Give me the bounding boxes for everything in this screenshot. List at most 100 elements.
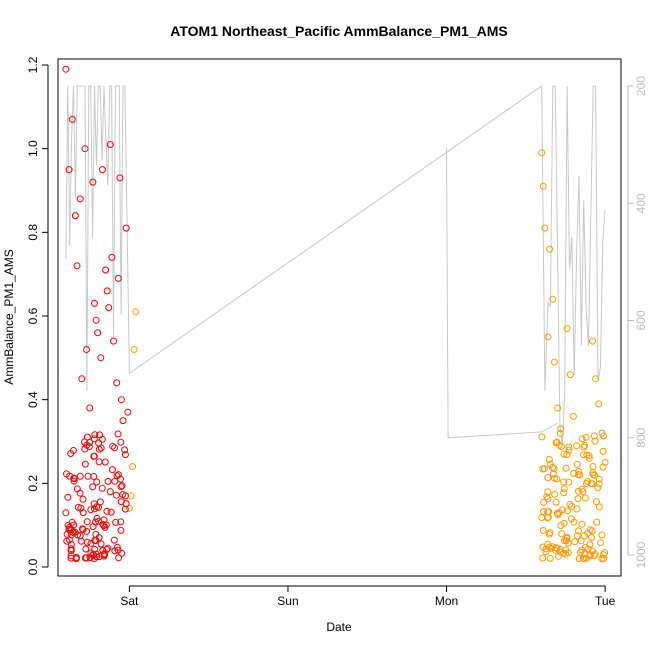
data-point-flight-1 bbox=[98, 166, 106, 174]
x-tick-label: Tue bbox=[595, 594, 616, 608]
data-point-flight-2 bbox=[556, 429, 564, 437]
data-point-flight-1 bbox=[117, 526, 125, 534]
data-point-flight-2 bbox=[132, 308, 140, 316]
data-point-flight-2 bbox=[558, 530, 566, 538]
data-point-flight-1 bbox=[89, 178, 97, 186]
data-point-flight-1 bbox=[105, 304, 113, 312]
data-point-flight-1 bbox=[95, 439, 103, 447]
data-point-flight-1 bbox=[97, 354, 105, 362]
data-point-flight-2 bbox=[574, 495, 582, 503]
data-point-flight-1 bbox=[84, 472, 92, 480]
data-point-flight-2 bbox=[562, 464, 570, 472]
data-point-flight-2 bbox=[594, 484, 602, 492]
data-point-flight-1 bbox=[90, 505, 98, 513]
data-point-flight-1 bbox=[117, 498, 125, 506]
data-point-flight-2 bbox=[545, 543, 553, 551]
data-point-flight-2 bbox=[571, 538, 579, 546]
data-point-flight-1 bbox=[102, 266, 110, 274]
data-point-flight-1 bbox=[117, 518, 125, 526]
data-point-flight-2 bbox=[546, 460, 554, 468]
altitude-line-mon bbox=[446, 147, 558, 439]
data-point-flight-2 bbox=[599, 447, 607, 455]
data-point-flight-1 bbox=[93, 514, 101, 522]
data-point-flight-1 bbox=[92, 316, 100, 324]
data-point-flight-1 bbox=[104, 477, 112, 485]
data-point-flight-2 bbox=[582, 433, 590, 441]
data-point-flight-1 bbox=[118, 482, 126, 490]
data-point-flight-1 bbox=[100, 516, 108, 524]
data-point-flight-1 bbox=[124, 408, 132, 416]
data-point-flight-2 bbox=[563, 325, 571, 333]
y2-tick-label: 400 bbox=[634, 193, 648, 213]
data-point-flight-2 bbox=[556, 548, 564, 556]
data-point-flight-2 bbox=[600, 555, 608, 563]
data-point-flight-2 bbox=[563, 451, 571, 459]
altitude-line bbox=[65, 85, 606, 446]
x-tick-label: Mon bbox=[435, 594, 458, 608]
data-point-flight-2 bbox=[546, 245, 554, 253]
data-point-flight-1 bbox=[103, 507, 111, 515]
data-point-flight-2 bbox=[560, 489, 568, 497]
data-point-flight-2 bbox=[581, 532, 588, 540]
data-point-flight-1 bbox=[78, 375, 86, 383]
data-point-flight-2 bbox=[554, 404, 562, 412]
data-point-flight-2 bbox=[573, 505, 581, 513]
data-point-flight-1 bbox=[98, 435, 106, 443]
y-axis-label: AmmBalance_PM1_AMS bbox=[2, 249, 16, 384]
data-point-flight-2 bbox=[560, 450, 568, 458]
data-point-flight-1 bbox=[83, 518, 91, 526]
data-point-flight-1 bbox=[90, 435, 98, 443]
data-point-flight-2 bbox=[573, 442, 581, 450]
data-point-flight-2 bbox=[557, 425, 565, 433]
data-point-flight-2 bbox=[540, 465, 548, 473]
data-point-flight-1 bbox=[91, 431, 99, 439]
data-point-flight-2 bbox=[590, 432, 598, 440]
data-point-flight-2 bbox=[544, 513, 552, 521]
data-point-flight-2 bbox=[538, 149, 546, 157]
data-point-flight-1 bbox=[83, 433, 91, 441]
data-point-flight-2 bbox=[563, 507, 571, 515]
data-point-flight-1 bbox=[92, 550, 100, 558]
data-point-flight-1 bbox=[73, 262, 81, 270]
data-point-flight-1 bbox=[122, 224, 130, 232]
data-point-flight-2 bbox=[555, 552, 562, 560]
data-point-flight-1 bbox=[115, 554, 123, 562]
data-point-flight-2 bbox=[589, 463, 597, 470]
data-point-flight-1 bbox=[67, 546, 75, 554]
data-point-flight-2 bbox=[588, 480, 596, 488]
data-point-flight-1 bbox=[112, 518, 120, 526]
data-point-flight-2 bbox=[577, 537, 585, 545]
data-point-flight-2 bbox=[544, 508, 552, 516]
y-tick-label: 0.8 bbox=[26, 224, 40, 241]
data-point-flight-2 bbox=[544, 333, 552, 341]
data-point-flight-1 bbox=[82, 554, 90, 562]
data-point-flight-1 bbox=[85, 443, 93, 450]
data-point-flight-2 bbox=[551, 490, 559, 498]
data-point-flight-1 bbox=[76, 489, 84, 497]
data-point-flight-2 bbox=[588, 534, 596, 542]
data-point-flight-1 bbox=[114, 274, 122, 282]
data-point-flight-1 bbox=[107, 508, 115, 516]
data-point-flight-1 bbox=[114, 471, 122, 479]
data-point-flight-1 bbox=[82, 545, 90, 553]
data-point-flight-2 bbox=[541, 224, 549, 232]
data-point-flight-2 bbox=[550, 358, 558, 366]
data-point-flight-1 bbox=[70, 475, 78, 483]
data-point-flight-1 bbox=[97, 540, 105, 548]
data-point-flight-1 bbox=[103, 287, 111, 295]
data-point-flight-2 bbox=[580, 555, 588, 563]
data-point-flight-1 bbox=[72, 555, 80, 563]
data-point-flight-1 bbox=[68, 115, 76, 123]
data-point-flight-1 bbox=[121, 451, 129, 459]
data-point-flight-2 bbox=[566, 500, 574, 508]
data-point-flight-2 bbox=[586, 526, 594, 534]
data-point-flight-2 bbox=[540, 498, 548, 506]
data-point-flight-2 bbox=[549, 470, 557, 478]
y-tick-label: 0.4 bbox=[26, 391, 40, 408]
data-point-flight-2 bbox=[544, 474, 552, 482]
data-point-flight-2 bbox=[553, 475, 561, 483]
data-point-flight-2 bbox=[575, 555, 583, 563]
y2-tick-label: 600 bbox=[634, 310, 648, 330]
data-point-flight-1 bbox=[117, 438, 125, 446]
data-point-flight-1 bbox=[87, 506, 95, 514]
